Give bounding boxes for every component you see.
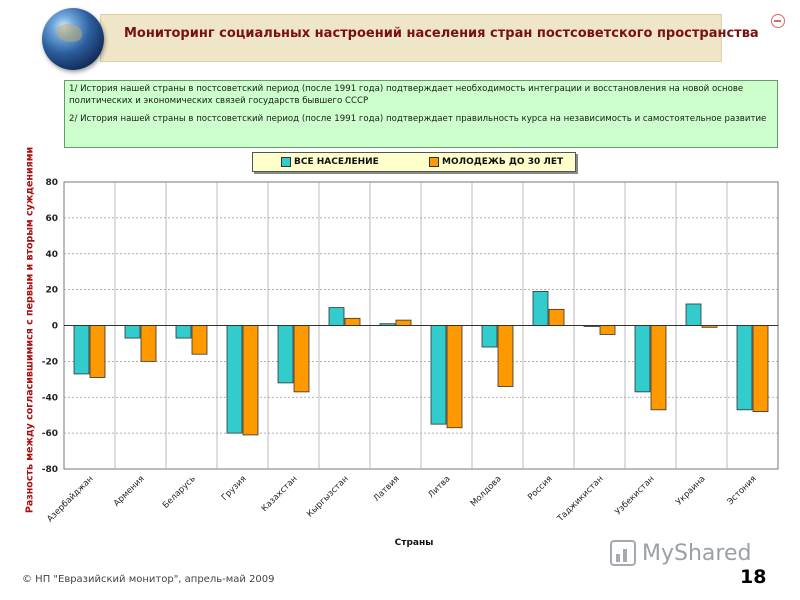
bar-all (481, 325, 498, 348)
bar-youth (497, 325, 514, 387)
bar-all (328, 307, 345, 326)
x-tick-label: Литва (426, 474, 452, 500)
legend-swatch-youth (429, 157, 439, 167)
statement-1: 1/ История нашей страны в постсоветский … (69, 84, 744, 106)
header-band (100, 14, 722, 62)
y-tick-label: 80 (45, 178, 58, 188)
x-tick-label: Украина (674, 474, 707, 507)
legend-label-all: ВСЕ НАСЕЛЕНИЕ (294, 157, 379, 167)
x-tick-label: Беларусь (161, 474, 198, 511)
y-tick-label: 40 (45, 250, 58, 260)
legend-swatch-all (281, 157, 291, 167)
bar-youth (599, 325, 616, 335)
y-tick-label: 20 (45, 286, 58, 296)
x-tick-label: Кыргызстан (305, 474, 350, 519)
bar-youth (395, 319, 412, 326)
bar-all (532, 291, 549, 326)
x-tick-label: Армения (112, 474, 147, 509)
legend-label-youth: МОЛОДЕЖЬ ДО 30 ЛЕТ (442, 157, 564, 167)
bar-all (430, 325, 447, 425)
x-tick-label: Таджикистан (555, 474, 606, 525)
globe-logo-icon (42, 8, 104, 70)
bar-youth (344, 317, 361, 326)
watermark-text: MyShared (642, 540, 752, 566)
y-tick-label: 0 (52, 322, 58, 332)
bar-all (226, 325, 243, 434)
bar-youth (650, 325, 667, 411)
x-tick-label: Молдова (469, 474, 504, 509)
statements-box: 1/ История нашей страны в постсоветский … (64, 80, 778, 148)
bar-youth (89, 325, 106, 378)
presentation-icon (610, 540, 636, 566)
minus-circle-icon[interactable] (771, 14, 785, 28)
bar-all (124, 325, 141, 339)
bar-all (685, 303, 702, 326)
y-tick-label: 60 (45, 214, 58, 224)
source-credit: © НП "Евразийский монитор", апрель-май 2… (22, 574, 275, 585)
x-tick-label: Казахстан (260, 474, 300, 514)
bar-all (736, 325, 753, 411)
x-tick-label: Эстония (725, 474, 758, 507)
page-title: Мониторинг социальных настроений населен… (124, 26, 759, 41)
bar-youth (191, 325, 208, 355)
page-number: 18 (740, 566, 767, 588)
statement-2: 2/ История нашей страны в постсоветский … (69, 114, 767, 124)
x-axis-title: Страны (394, 538, 434, 548)
watermark: MyShared (610, 540, 751, 566)
bar-all (175, 325, 192, 339)
x-tick-label: Латвия (372, 474, 402, 504)
y-tick-label: -80 (42, 465, 58, 475)
y-tick-label: -40 (42, 393, 58, 403)
bar-youth (446, 325, 463, 429)
y-tick-label: -60 (42, 429, 58, 439)
y-tick-label: -20 (42, 357, 58, 367)
x-tick-label: Узбекистан (613, 474, 656, 517)
legend-item-all: ВСЕ НАСЕЛЕНИЕ (281, 157, 379, 167)
bar-youth (242, 325, 259, 436)
chart-legend: ВСЕ НАСЕЛЕНИЕ МОЛОДЕЖЬ ДО 30 ЛЕТ (252, 152, 576, 172)
bar-youth (140, 325, 157, 362)
x-tick-label: Грузия (220, 474, 249, 503)
legend-item-youth: МОЛОДЕЖЬ ДО 30 ЛЕТ (429, 157, 563, 167)
bar-all (634, 325, 651, 393)
bar-youth (293, 325, 310, 393)
x-tick-label: Россия (526, 474, 555, 503)
x-tick-label: Азербайджан (45, 474, 95, 524)
y-axis-title: Разность между согласившимися с первым и… (24, 146, 36, 514)
bar-youth (548, 308, 565, 326)
bar-all (277, 325, 294, 384)
bar-youth (752, 325, 769, 412)
bar-all (73, 325, 90, 375)
